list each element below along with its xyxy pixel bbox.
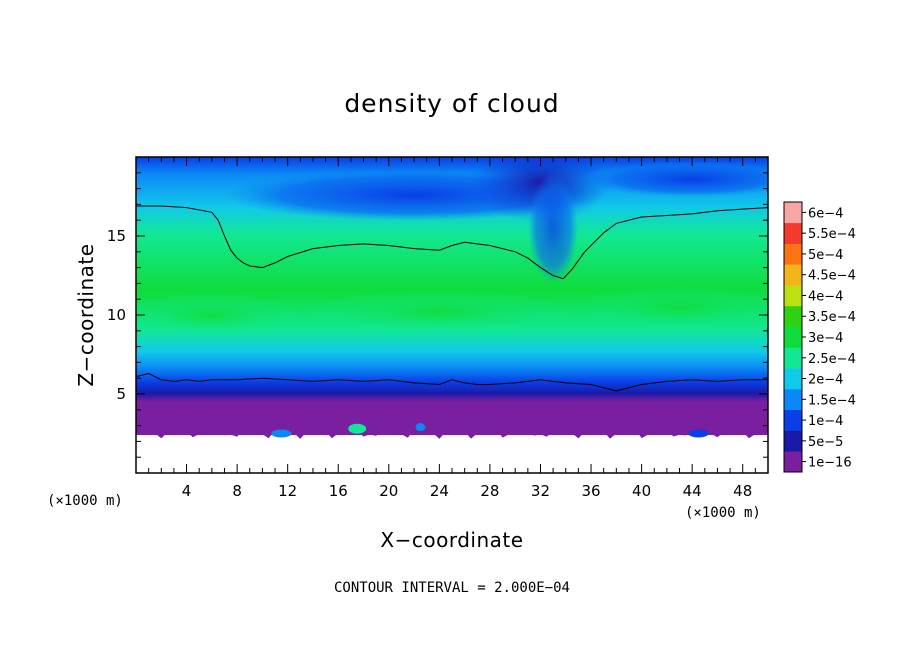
colorbar-label: 1e−4 [808,414,843,429]
colorbar-swatch [784,409,802,431]
bottom-density-spot-0 [271,429,292,438]
x-tick-label: 24 [430,482,449,500]
x-tick-label: 44 [683,482,702,500]
y-axis-label: Z−coordinate [74,243,98,386]
x-tick-label: 36 [581,482,600,500]
colorbar-label: 6e−4 [808,206,843,221]
cloud-density-field [136,157,768,439]
colorbar-swatch [784,222,802,244]
x-axis-unit: (×1000 m) [685,505,761,521]
y-tick-label: 5 [116,385,126,403]
colorbar-swatch [784,347,802,369]
y-tick-label: 15 [107,227,126,245]
colorbar-label: 4.5e−4 [808,269,856,284]
mid-high-density-left [136,293,302,337]
colorbar-label: 5e−5 [808,435,843,450]
x-tick-label: 48 [733,482,752,500]
x-tick-label: 8 [232,482,242,500]
colorbar-label: 5.5e−4 [808,227,856,242]
y-tick-label: 10 [107,306,126,324]
bottom-density-spot-3 [415,423,426,432]
x-tick-label: 32 [531,482,550,500]
colorbar-label: 2.5e−4 [808,352,856,367]
x-tick-label: 4 [182,482,192,500]
x-tick-label: 12 [278,482,297,500]
x-tick-label: 28 [480,482,499,500]
contour-interval-note: CONTOUR INTERVAL = 2.000E−04 [334,580,570,596]
colorbar-label: 1e−16 [808,456,852,471]
colorbar-swatch [784,264,802,286]
colorbar-swatch [784,368,802,390]
colorbar-label: 1.5e−4 [808,393,856,408]
mid-high-density-center [299,289,580,334]
bottom-density-spot-1 [348,423,367,434]
bottom-min-density-strip [136,425,768,439]
upper-low-density-right [582,161,768,198]
x-tick-label: 40 [632,482,651,500]
colorbar-label: 3e−4 [808,331,843,346]
contour-line-1 [136,372,768,392]
x-tick-label: 20 [379,482,398,500]
x-axis-label: X−coordinate [380,528,523,552]
y-axis-ticks: 5 10 15 [107,172,768,458]
colorbar-swatch [784,326,802,348]
y-axis-unit: (×1000 m) [47,493,123,509]
colorbar-swatch [784,305,802,327]
colorbar-swatch [784,243,802,265]
colorbar-swatch [784,202,802,224]
colorbar-swatch [784,285,802,307]
trough-low-density [528,173,579,284]
contour-line-0 [136,205,768,280]
x-tick-label: 16 [329,482,348,500]
colorbar-swatch [784,388,802,410]
x-axis-ticks: 4 8 12 16 20 24 28 32 36 40 44 48 [148,157,756,500]
colorbar: 1e−16 5e−5 1e−4 1.5e−4 2e−4 2.5e−4 3e−4 3.5e−4 4… [783,201,856,473]
colorbar-swatch [784,430,802,452]
colorbar-label: 5e−4 [808,248,843,263]
contour-lines [136,205,768,392]
colorbar-label: 2e−4 [808,373,843,388]
chart-title: density of cloud [344,89,559,118]
colorbar-label: 3.5e−4 [808,310,856,325]
colorbar-label: 4e−4 [808,289,843,304]
mid-high-density-right [569,285,768,330]
colorbar-swatch [784,451,802,473]
bottom-density-spot-2 [688,429,709,438]
